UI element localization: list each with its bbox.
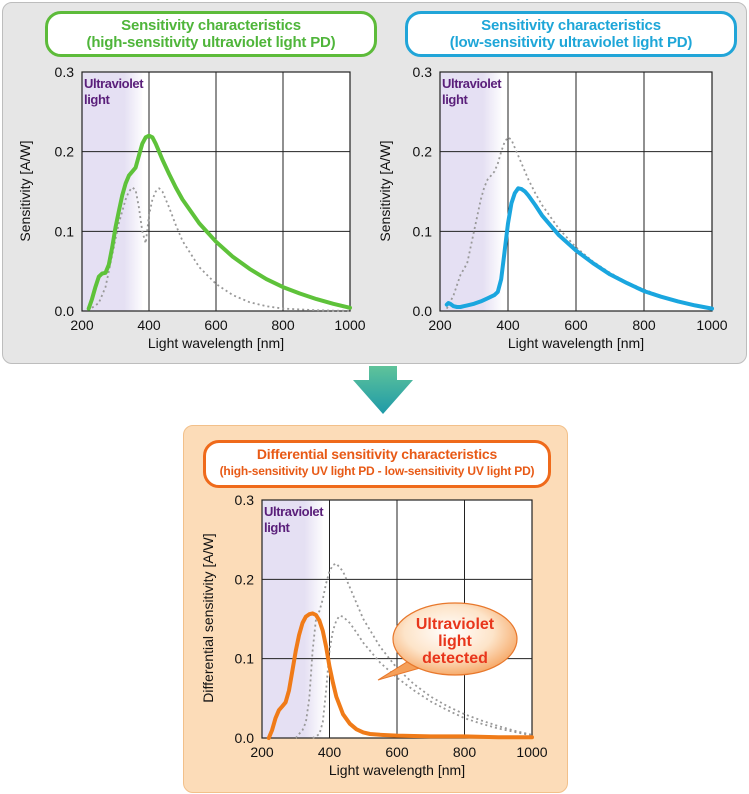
x-tick-label: 600: [385, 744, 409, 760]
plot-frame: [261, 499, 533, 739]
callout-text: Ultraviolet: [416, 616, 495, 633]
uv-band-label: light: [84, 92, 111, 107]
title-line-1: Sensitivity characteristics: [121, 17, 301, 34]
y-axis-label: Sensitivity [A/W]: [17, 140, 33, 241]
y-axis-label: Differential sensitivity [A/W]: [200, 533, 216, 702]
x-axis-label: Light wavelength [nm]: [148, 335, 284, 351]
x-tick-label: 600: [204, 317, 228, 333]
title-line-1: Sensitivity characteristics: [481, 17, 661, 34]
x-tick-label: 1000: [334, 317, 365, 333]
x-tick-label: 400: [137, 317, 161, 333]
series-line: [444, 186, 714, 311]
y-tick-label: 0.0: [55, 303, 75, 319]
y-tick-label: 0.2: [413, 144, 433, 160]
callout-bubble: [392, 602, 518, 676]
reference-series-line: [295, 562, 533, 739]
x-tick-label: 800: [632, 317, 656, 333]
x-tick-label: 400: [318, 744, 342, 760]
x-axis-label: Light wavelength [nm]: [329, 762, 465, 778]
title-line-2: (high-sensitivity UV light PD - low-sens…: [219, 464, 535, 478]
uv-band-label: Ultraviolet: [84, 76, 144, 91]
y-tick-label: 0.2: [235, 571, 255, 587]
series-line: [86, 133, 352, 311]
title-line-2: (high-sensitivity ultraviolet light PD): [86, 34, 336, 51]
x-tick-label: 600: [564, 317, 588, 333]
low-sensitivity-title: Sensitivity characteristics (low-sensiti…: [405, 11, 737, 57]
x-tick-label: 1000: [696, 317, 727, 333]
x-tick-label: 200: [428, 317, 452, 333]
y-tick-label: 0.2: [55, 144, 75, 160]
y-tick-label: 0.1: [55, 223, 75, 239]
y-tick-label: 0.3: [55, 64, 75, 80]
y-tick-label: 0.0: [413, 303, 433, 319]
uv-band: [262, 500, 323, 738]
reference-series-line: [445, 136, 713, 310]
y-tick-label: 0.1: [413, 223, 433, 239]
x-tick-label: 1000: [516, 744, 547, 760]
x-axis-label: Light wavelength [nm]: [508, 335, 644, 351]
title-line-1: Differential sensitivity characteristics: [256, 446, 498, 462]
plot-frame: [81, 71, 351, 312]
uv-band-label: light: [264, 520, 291, 535]
y-tick-label: 0.1: [235, 651, 255, 667]
x-tick-label: 400: [496, 317, 520, 333]
reference-series-line: [312, 614, 533, 739]
down-arrow-icon: [353, 366, 413, 414]
series-line: [266, 611, 534, 740]
callout-text: detected: [422, 650, 488, 667]
plot-frame: [439, 71, 713, 312]
x-tick-label: 800: [271, 317, 295, 333]
high-sensitivity-title: Sensitivity characteristics (high-sensit…: [45, 11, 377, 57]
x-tick-label: 200: [70, 317, 94, 333]
x-tick-label: 200: [250, 744, 274, 760]
y-axis-label: Sensitivity [A/W]: [377, 140, 393, 241]
x-tick-label: 800: [453, 744, 477, 760]
callout-text: light: [438, 633, 472, 650]
reference-series-line: [91, 186, 351, 312]
uv-band-label: Ultraviolet: [264, 504, 324, 519]
y-tick-label: 0.3: [235, 492, 255, 508]
uv-band-label: Ultraviolet: [442, 76, 502, 91]
y-tick-label: 0.0: [235, 730, 255, 746]
uv-band: [82, 72, 143, 311]
uv-band-label: light: [442, 92, 469, 107]
title-line-2: (low-sensitivity ultraviolet light PD): [449, 34, 693, 51]
uv-band: [440, 72, 502, 311]
y-tick-label: 0.3: [413, 64, 433, 80]
differential-title: Differential sensitivity characteristics…: [203, 440, 551, 488]
